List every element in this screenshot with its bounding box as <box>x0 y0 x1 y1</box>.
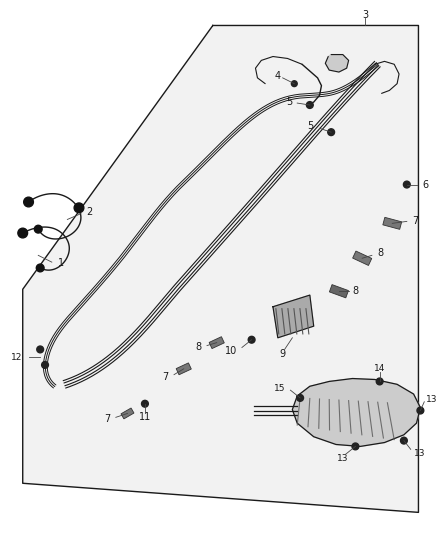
Text: 9: 9 <box>279 349 286 359</box>
Circle shape <box>42 361 49 368</box>
Circle shape <box>297 394 304 401</box>
Circle shape <box>417 407 424 414</box>
Text: 13: 13 <box>413 449 425 458</box>
Text: 12: 12 <box>11 353 23 362</box>
Text: 8: 8 <box>378 248 384 259</box>
Bar <box>353 251 372 265</box>
Circle shape <box>403 181 410 188</box>
Circle shape <box>36 264 44 272</box>
Text: 8: 8 <box>195 343 201 352</box>
Bar <box>121 408 134 419</box>
Circle shape <box>74 203 84 213</box>
Text: 5: 5 <box>286 97 292 107</box>
Text: 11: 11 <box>139 413 151 422</box>
Polygon shape <box>23 26 418 512</box>
Text: 3: 3 <box>362 10 368 20</box>
Circle shape <box>291 81 297 86</box>
Text: 13: 13 <box>337 454 349 463</box>
Bar <box>176 363 191 375</box>
Text: 8: 8 <box>353 286 359 296</box>
Text: 2: 2 <box>87 207 93 217</box>
Text: 7: 7 <box>104 414 110 424</box>
Text: 14: 14 <box>374 365 385 373</box>
Circle shape <box>248 336 255 343</box>
Polygon shape <box>273 295 314 338</box>
Text: 7: 7 <box>413 216 419 227</box>
Circle shape <box>307 102 313 108</box>
Circle shape <box>352 443 359 450</box>
Polygon shape <box>325 54 349 72</box>
Bar <box>329 285 349 298</box>
Circle shape <box>34 225 42 233</box>
Text: 1: 1 <box>58 258 64 268</box>
Text: 5: 5 <box>307 122 314 131</box>
Text: 13: 13 <box>426 395 438 405</box>
Circle shape <box>376 378 383 385</box>
Text: 15: 15 <box>274 384 286 393</box>
Text: 7: 7 <box>162 372 168 382</box>
Circle shape <box>141 400 148 407</box>
Circle shape <box>328 129 335 135</box>
Bar <box>209 337 224 349</box>
Polygon shape <box>292 378 420 447</box>
Text: 6: 6 <box>422 180 428 190</box>
Circle shape <box>18 228 28 238</box>
Circle shape <box>400 437 407 444</box>
Text: 4: 4 <box>275 71 281 81</box>
Circle shape <box>37 346 43 353</box>
Bar <box>383 217 402 229</box>
Circle shape <box>24 197 33 207</box>
Text: 10: 10 <box>225 346 237 357</box>
